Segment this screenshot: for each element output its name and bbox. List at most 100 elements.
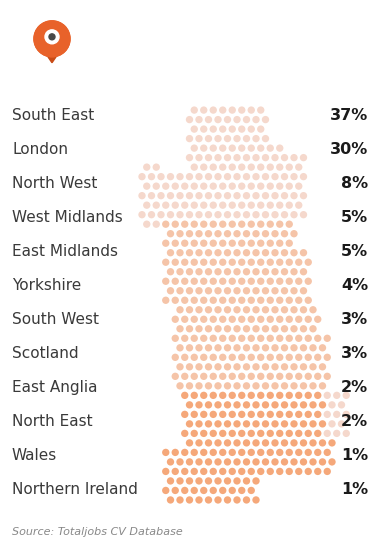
- Point: [301, 363, 307, 371]
- Point: [229, 125, 235, 133]
- Point: [253, 343, 259, 352]
- Point: [239, 429, 245, 438]
- Point: [191, 467, 197, 476]
- Point: [282, 153, 288, 162]
- Point: [234, 495, 240, 504]
- Point: [248, 486, 254, 495]
- Point: [248, 410, 254, 419]
- Circle shape: [45, 30, 59, 44]
- Point: [291, 229, 297, 238]
- Point: [215, 267, 221, 276]
- Point: [163, 448, 169, 457]
- Point: [210, 467, 216, 476]
- Point: [286, 429, 292, 438]
- Point: [177, 305, 183, 314]
- Point: [282, 363, 288, 371]
- Point: [263, 287, 269, 295]
- Point: [253, 172, 259, 181]
- Point: [243, 381, 250, 390]
- Point: [239, 315, 245, 323]
- Point: [163, 220, 169, 229]
- Point: [296, 277, 302, 285]
- Point: [267, 296, 273, 305]
- Point: [163, 467, 169, 476]
- Point: [258, 448, 264, 457]
- Point: [186, 210, 192, 219]
- Point: [324, 410, 330, 419]
- Point: [158, 210, 164, 219]
- Point: [258, 220, 264, 229]
- Point: [201, 391, 207, 400]
- Point: [196, 287, 202, 295]
- Point: [310, 439, 316, 447]
- Point: [263, 153, 269, 162]
- Circle shape: [34, 21, 70, 57]
- Point: [296, 296, 302, 305]
- Point: [205, 191, 211, 200]
- Point: [224, 287, 231, 295]
- Point: [243, 267, 250, 276]
- Point: [324, 448, 330, 457]
- Point: [220, 258, 226, 267]
- Point: [272, 439, 278, 447]
- Point: [272, 229, 278, 238]
- Point: [172, 239, 178, 247]
- Point: [234, 477, 240, 485]
- Point: [220, 239, 226, 247]
- Point: [263, 115, 269, 124]
- Point: [201, 315, 207, 323]
- Point: [329, 439, 335, 447]
- Point: [253, 419, 259, 428]
- Point: [191, 486, 197, 495]
- Point: [248, 239, 254, 247]
- Point: [163, 296, 169, 305]
- Point: [220, 220, 226, 229]
- Point: [196, 305, 202, 314]
- Point: [191, 125, 197, 133]
- Point: [319, 363, 325, 371]
- Point: [277, 258, 283, 267]
- Point: [243, 229, 250, 238]
- Point: [205, 172, 211, 181]
- Point: [215, 305, 221, 314]
- Point: [186, 287, 192, 295]
- Point: [201, 353, 207, 361]
- Point: [234, 325, 240, 333]
- Point: [168, 287, 174, 295]
- Point: [234, 381, 240, 390]
- Point: [248, 334, 254, 343]
- Point: [282, 287, 288, 295]
- Point: [153, 182, 159, 191]
- Point: [196, 249, 202, 257]
- Point: [282, 439, 288, 447]
- Point: [205, 305, 211, 314]
- Point: [267, 182, 273, 191]
- Point: [253, 495, 259, 504]
- Point: [196, 419, 202, 428]
- Point: [224, 172, 231, 181]
- Point: [144, 182, 150, 191]
- Point: [301, 210, 307, 219]
- Point: [234, 305, 240, 314]
- Point: [191, 163, 197, 171]
- Point: [277, 277, 283, 285]
- Point: [253, 115, 259, 124]
- Point: [286, 201, 292, 209]
- Point: [210, 334, 216, 343]
- Point: [182, 467, 188, 476]
- Point: [220, 372, 226, 381]
- Point: [258, 334, 264, 343]
- Point: [310, 381, 316, 390]
- Point: [196, 439, 202, 447]
- Point: [205, 381, 211, 390]
- Point: [291, 419, 297, 428]
- Point: [177, 210, 183, 219]
- Circle shape: [49, 34, 55, 40]
- Point: [305, 391, 311, 400]
- Point: [177, 172, 183, 181]
- Point: [301, 419, 307, 428]
- Point: [296, 372, 302, 381]
- Point: [243, 191, 250, 200]
- Point: [191, 448, 197, 457]
- Point: [196, 191, 202, 200]
